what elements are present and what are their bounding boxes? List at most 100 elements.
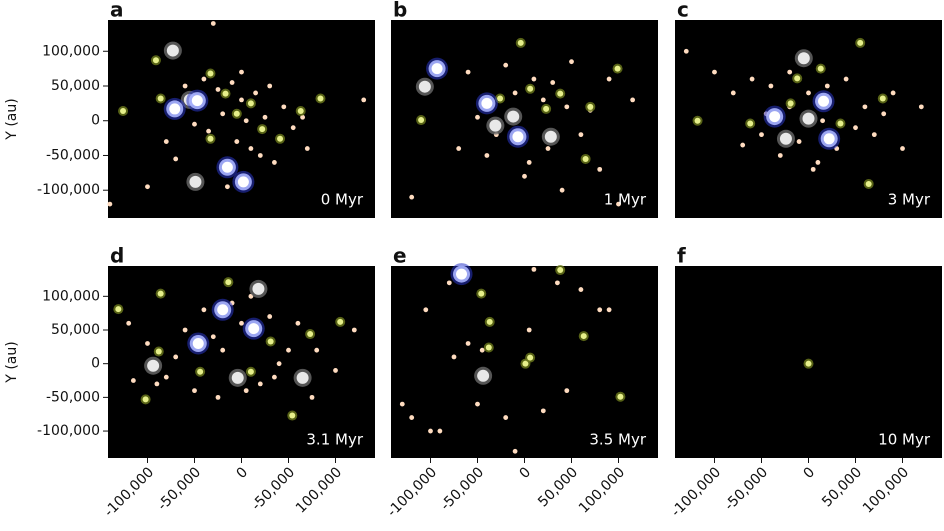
star-part bbox=[281, 104, 287, 110]
star bbox=[243, 118, 249, 124]
star bbox=[465, 341, 471, 346]
star bbox=[559, 187, 565, 193]
star bbox=[506, 125, 529, 148]
star-part bbox=[300, 114, 306, 120]
star bbox=[242, 317, 265, 340]
star bbox=[281, 104, 287, 110]
star-part bbox=[617, 393, 624, 400]
star bbox=[484, 153, 490, 158]
star-part bbox=[210, 21, 216, 26]
star bbox=[195, 366, 206, 377]
star-part bbox=[694, 117, 701, 124]
star-part bbox=[512, 90, 518, 96]
star-part bbox=[881, 111, 887, 117]
star bbox=[210, 334, 216, 340]
star-part bbox=[527, 354, 534, 361]
star-part bbox=[252, 282, 265, 295]
star-part bbox=[207, 135, 214, 142]
star-part bbox=[578, 132, 584, 138]
star-part bbox=[309, 394, 315, 400]
star-part bbox=[192, 121, 197, 127]
star bbox=[456, 146, 462, 151]
star bbox=[815, 63, 826, 74]
star-part bbox=[478, 290, 485, 297]
star-part bbox=[507, 110, 520, 123]
star bbox=[287, 410, 298, 421]
x-tick-label: -50,000 bbox=[155, 464, 205, 514]
star bbox=[437, 428, 443, 434]
star-part bbox=[540, 97, 546, 103]
star-part bbox=[527, 85, 534, 92]
star bbox=[615, 391, 626, 402]
star-part bbox=[769, 111, 781, 123]
star bbox=[486, 116, 505, 135]
star bbox=[309, 394, 315, 400]
star-part bbox=[333, 368, 338, 373]
star-part bbox=[503, 415, 509, 420]
star bbox=[272, 374, 277, 380]
x-tick-label: 0 bbox=[517, 464, 535, 482]
star bbox=[792, 73, 803, 84]
star bbox=[465, 69, 471, 75]
star bbox=[228, 368, 247, 387]
star-part bbox=[267, 83, 273, 89]
star bbox=[683, 48, 689, 54]
star-part bbox=[797, 52, 810, 65]
star bbox=[295, 106, 306, 117]
star bbox=[475, 114, 480, 120]
star-part bbox=[475, 114, 480, 120]
star-part bbox=[837, 120, 844, 127]
star-part bbox=[317, 95, 324, 102]
star bbox=[265, 336, 276, 347]
star-part bbox=[267, 338, 274, 345]
star-part bbox=[526, 327, 532, 333]
star-part bbox=[477, 369, 490, 382]
star bbox=[257, 381, 263, 387]
star bbox=[606, 76, 612, 82]
star-part bbox=[614, 65, 621, 72]
star bbox=[503, 415, 509, 420]
star-part bbox=[606, 76, 612, 82]
star bbox=[606, 307, 612, 313]
star bbox=[777, 153, 783, 158]
star-part bbox=[522, 360, 529, 367]
star bbox=[399, 401, 405, 407]
star-part bbox=[489, 119, 502, 132]
plot-area bbox=[391, 20, 658, 218]
star-part bbox=[451, 354, 457, 360]
star-part bbox=[259, 126, 266, 133]
star-part bbox=[423, 307, 429, 313]
star bbox=[522, 173, 527, 179]
star bbox=[692, 115, 703, 126]
star bbox=[205, 133, 216, 144]
star-part bbox=[192, 388, 197, 394]
star-part bbox=[173, 156, 179, 162]
star-part bbox=[229, 80, 235, 85]
star-part bbox=[231, 371, 244, 384]
star-part bbox=[580, 333, 587, 340]
star bbox=[503, 62, 509, 68]
star bbox=[794, 49, 813, 68]
star-part bbox=[248, 323, 260, 335]
star bbox=[210, 21, 216, 26]
star bbox=[525, 352, 536, 363]
star bbox=[239, 69, 244, 75]
star bbox=[192, 121, 197, 127]
star bbox=[578, 287, 584, 292]
star-part bbox=[526, 160, 532, 165]
star-part bbox=[272, 160, 277, 165]
star bbox=[759, 132, 764, 138]
star bbox=[525, 83, 536, 94]
star-part bbox=[815, 160, 821, 165]
star-part bbox=[418, 117, 425, 124]
star bbox=[232, 170, 255, 193]
star bbox=[862, 104, 868, 110]
star-part bbox=[437, 428, 443, 434]
x-tick-label: 0 bbox=[801, 464, 819, 482]
star-part bbox=[479, 347, 485, 353]
star bbox=[712, 69, 717, 75]
star-part bbox=[865, 180, 872, 187]
y-tick-label: 100,000 bbox=[42, 288, 100, 304]
star-part bbox=[796, 139, 802, 144]
